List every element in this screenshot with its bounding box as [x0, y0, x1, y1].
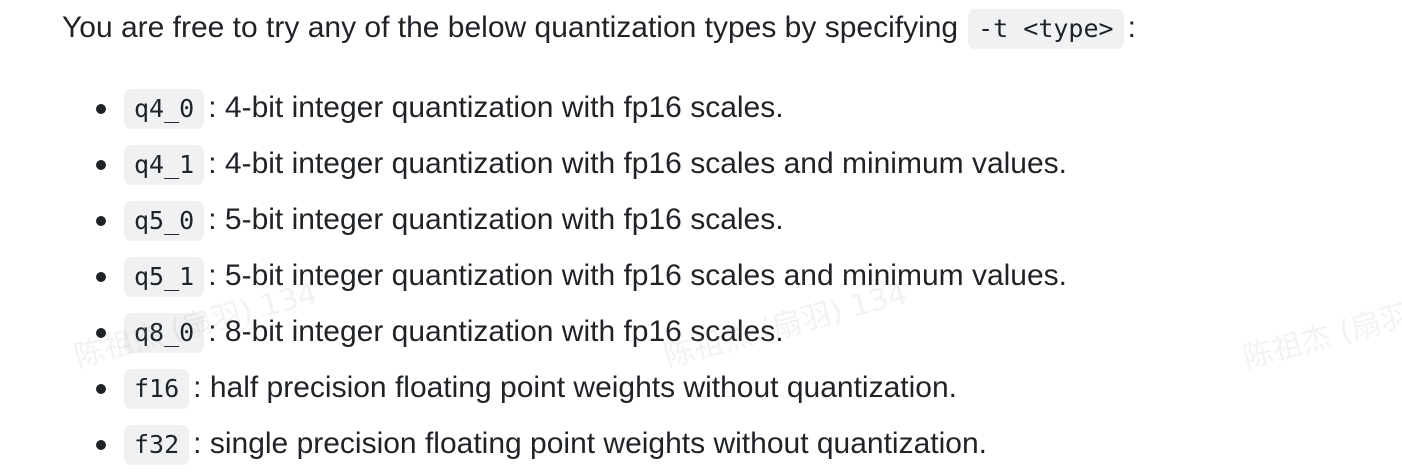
- type-description: 8-bit integer quantization with fp16 sca…: [224, 315, 784, 348]
- separator: :: [208, 315, 217, 348]
- list-item-q8-0: q8_0: 8-bit integer quantization with fp…: [62, 304, 1067, 360]
- bullet-dot: [96, 104, 106, 114]
- separator: :: [193, 371, 202, 404]
- intro-colon: :: [1127, 11, 1136, 44]
- type-code: q5_1: [124, 257, 205, 297]
- bullet-dot: [96, 328, 106, 338]
- watermark-text: 陈祖杰 (扇羽): [1239, 294, 1402, 376]
- intro-paragraph: You are free to try any of the below qua…: [62, 8, 1136, 49]
- type-description: 4-bit integer quantization with fp16 sca…: [224, 147, 1068, 180]
- type-description: half precision floating point weights wi…: [209, 371, 957, 404]
- type-description: single precision floating point weights …: [209, 427, 987, 460]
- type-code: q4_1: [124, 145, 205, 185]
- list-item-f32: f32: single precision floating point wei…: [62, 416, 1067, 472]
- intro-text: You are free to try any of the below qua…: [62, 11, 959, 44]
- list-item-f16: f16: half precision floating point weigh…: [62, 360, 1067, 416]
- list-item-q5-1: q5_1: 5-bit integer quantization with fp…: [62, 248, 1067, 304]
- list-item-q4-0: q4_0: 4-bit integer quantization with fp…: [62, 80, 1067, 136]
- bullet-dot: [96, 384, 106, 394]
- type-flag-code: -t <type>: [968, 9, 1124, 49]
- quantization-type-list: q4_0: 4-bit integer quantization with fp…: [62, 80, 1067, 472]
- list-item-q5-0: q5_0: 5-bit integer quantization with fp…: [62, 192, 1067, 248]
- bullet-dot: [96, 440, 106, 450]
- list-item-q4-1: q4_1: 4-bit integer quantization with fp…: [62, 136, 1067, 192]
- separator: :: [193, 427, 202, 460]
- bullet-dot: [96, 216, 106, 226]
- type-code: q8_0: [124, 313, 205, 353]
- type-code: f32: [124, 425, 190, 465]
- separator: :: [208, 259, 217, 292]
- type-code: f16: [124, 369, 190, 409]
- type-description: 5-bit integer quantization with fp16 sca…: [224, 259, 1068, 292]
- separator: :: [208, 203, 217, 236]
- bullet-dot: [96, 272, 106, 282]
- type-code: q5_0: [124, 201, 205, 241]
- type-description: 5-bit integer quantization with fp16 sca…: [224, 203, 784, 236]
- separator: :: [208, 91, 217, 124]
- separator: :: [208, 147, 217, 180]
- bullet-dot: [96, 160, 106, 170]
- type-description: 4-bit integer quantization with fp16 sca…: [224, 91, 784, 124]
- type-code: q4_0: [124, 89, 205, 129]
